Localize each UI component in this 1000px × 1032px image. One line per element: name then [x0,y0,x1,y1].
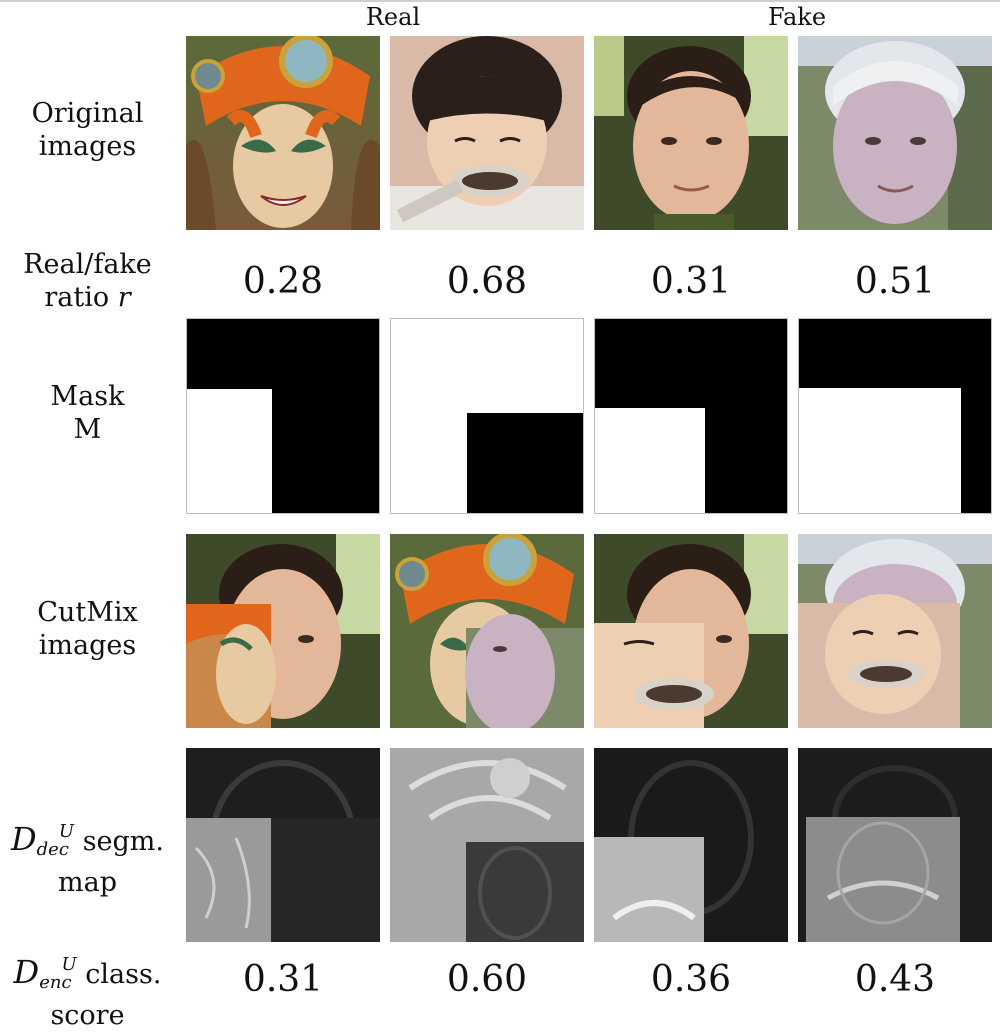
cutmix-image-3 [594,534,788,728]
top-rule [0,0,1000,2]
class-score-3: 0.36 [650,959,732,1000]
row-label-class-score: DencU class. score [13,953,162,1031]
column-header-fake: Fake [767,3,827,31]
mask-4 [798,318,992,514]
row-label-ratio: Real/fake ratio r [23,249,152,313]
cutmix-image-4 [798,534,992,728]
row-label-mask: Mask M [50,381,125,445]
ratio-value-4: 0.51 [854,261,936,302]
row-label-segm-map: DdecU segm. map [11,820,164,898]
mask-3 [594,318,788,514]
mask-1 [186,318,380,514]
cutmix-image-2 [390,534,584,728]
class-score-4: 0.43 [854,959,936,1000]
column-header-real: Real [365,3,421,31]
original-image-3 [594,36,788,230]
mask-2 [390,318,584,514]
row-label-cutmix: CutMix images [37,597,138,661]
ratio-value-1: 0.28 [242,261,324,302]
segm-map-4 [798,748,992,942]
row-label-original: Original images [31,98,144,162]
cutmix-image-1 [186,534,380,728]
original-image-2 [390,36,584,230]
class-score-2: 0.60 [446,959,528,1000]
class-score-1: 0.31 [242,959,324,1000]
segm-map-2 [390,748,584,942]
ratio-value-2: 0.68 [446,261,528,302]
original-image-4 [798,36,992,230]
ratio-value-3: 0.31 [650,261,732,302]
segm-map-1 [186,748,380,942]
original-image-1 [186,36,380,230]
segm-map-3 [594,748,788,942]
